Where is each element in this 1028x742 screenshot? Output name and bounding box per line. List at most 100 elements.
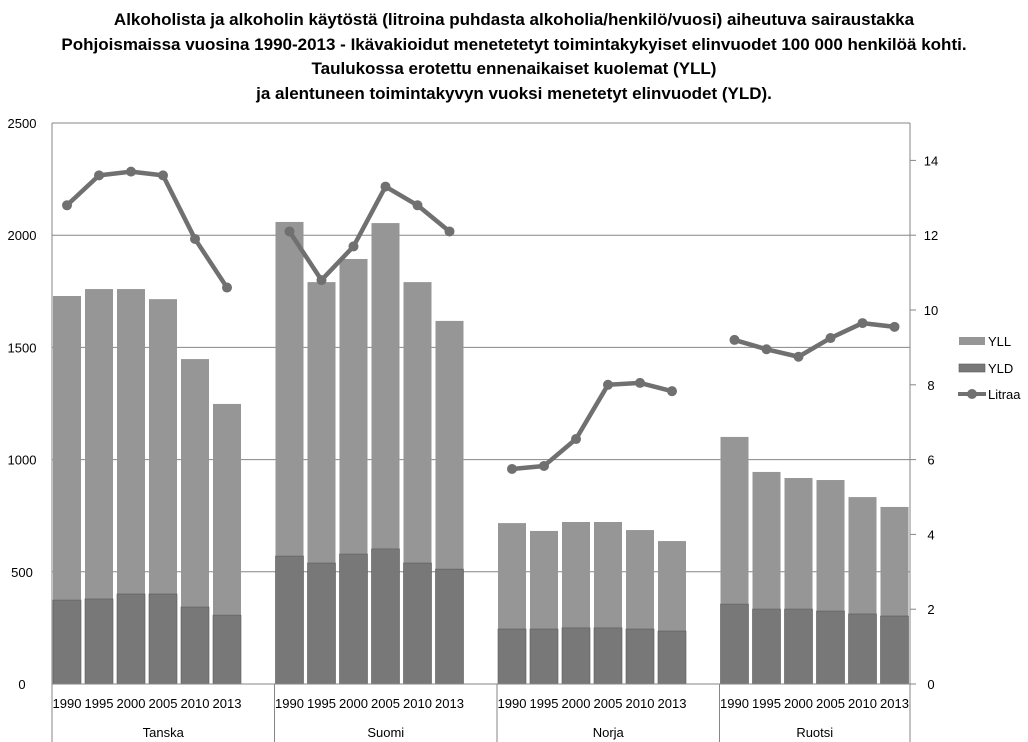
point-litraa xyxy=(539,460,549,471)
bar-yll xyxy=(658,541,686,632)
point-litraa xyxy=(348,241,359,252)
point-litraa xyxy=(380,181,391,192)
point-litraa xyxy=(793,351,804,362)
x-tick-label: 1995 xyxy=(752,696,781,711)
bar-yld xyxy=(561,627,591,685)
x-tick-label: 2005 xyxy=(149,696,178,711)
x-tick-label: 2005 xyxy=(371,696,400,711)
point-litraa xyxy=(761,344,772,355)
y-right-tick-label: 0 xyxy=(927,677,934,692)
bar-yld xyxy=(752,608,781,685)
line-litraa xyxy=(733,320,895,359)
bar-yll xyxy=(594,521,622,628)
group-label: Ruotsi xyxy=(796,725,833,740)
y-right-tick-label: 4 xyxy=(927,527,934,542)
bar-yld xyxy=(84,598,114,685)
x-tick-label: 2013 xyxy=(213,696,242,711)
point-litraa xyxy=(126,166,136,177)
y-left-tick-label: 2000 xyxy=(8,228,37,243)
bar-yll xyxy=(403,282,432,564)
point-litraa xyxy=(222,282,232,293)
point-litraa xyxy=(412,200,423,211)
bar-yld xyxy=(275,555,304,685)
y-left-tick-label: 0 xyxy=(18,677,25,692)
y-left-tick-label: 500 xyxy=(11,565,33,580)
bar-yll xyxy=(784,478,813,610)
point-litraa xyxy=(667,386,677,397)
bar-yll xyxy=(435,320,464,570)
bar-yld xyxy=(403,562,432,685)
bar-yld xyxy=(148,593,178,685)
point-litraa xyxy=(603,379,613,390)
x-tick-label: 2010 xyxy=(181,696,210,711)
bar-yld xyxy=(339,553,368,685)
bar-yld xyxy=(657,630,687,685)
bar-yld xyxy=(435,568,464,685)
bar-yll xyxy=(530,530,558,630)
line-litraa xyxy=(287,184,451,283)
x-tick-label: 1990 xyxy=(53,696,82,711)
line-litraa xyxy=(511,380,673,472)
x-tick-label: 1995 xyxy=(307,696,336,711)
point-litraa xyxy=(94,170,104,181)
bar-yld xyxy=(212,614,242,685)
bar-yll xyxy=(307,282,336,564)
x-tick-label: 2013 xyxy=(658,696,687,711)
group-label: Suomi xyxy=(367,725,404,740)
x-tick-label: 2010 xyxy=(848,696,877,711)
bar-yll xyxy=(752,471,781,610)
x-tick-label: 2000 xyxy=(117,696,146,711)
bar-yld xyxy=(880,615,909,685)
bar-yld xyxy=(784,608,813,685)
bar-yll xyxy=(816,480,845,612)
x-tick-label: 2000 xyxy=(562,696,591,711)
point-litraa xyxy=(571,434,581,445)
x-tick-label: 2013 xyxy=(880,696,909,711)
bar-yll xyxy=(371,223,400,549)
x-tick-label: 1995 xyxy=(530,696,559,711)
y-right-tick-label: 10 xyxy=(924,303,938,318)
legend-marker-litraa xyxy=(967,389,977,399)
group-label: Tanska xyxy=(143,725,185,740)
bar-yll xyxy=(181,359,209,608)
bar-yld xyxy=(180,606,210,685)
x-tick-label: 2010 xyxy=(626,696,655,711)
chart-title: Alkoholista ja alkoholin käytöstä (litro… xyxy=(0,8,1028,106)
point-litraa xyxy=(729,334,740,345)
y-right-tick-label: 14 xyxy=(924,153,938,168)
y-right-tick-label: 8 xyxy=(927,378,934,393)
y-right-tick-label: 2 xyxy=(927,602,934,617)
bar-yld xyxy=(816,610,845,685)
x-tick-label: 1990 xyxy=(720,696,749,711)
point-litraa xyxy=(158,170,168,181)
point-litraa xyxy=(316,275,327,286)
point-litraa xyxy=(507,463,517,474)
bar-yld xyxy=(116,593,146,685)
bar-yll xyxy=(626,530,654,630)
bar-yll xyxy=(339,258,368,555)
legend-swatch-yld xyxy=(958,363,986,373)
x-tick-label: 2000 xyxy=(339,696,368,711)
bar-yll xyxy=(149,299,177,595)
bar-yld xyxy=(848,613,877,685)
bar-yll xyxy=(562,521,590,628)
x-tick-label: 2005 xyxy=(816,696,845,711)
y-left-tick-label: 1500 xyxy=(8,340,37,355)
bar-yll xyxy=(848,497,877,614)
bar-yll xyxy=(213,403,241,616)
y-right-tick-label: 6 xyxy=(927,453,934,468)
bar-yll xyxy=(880,506,909,617)
title-line: Pohjoismaissa vuosina 1990-2013 - Ikävak… xyxy=(61,34,967,54)
y-left-tick-label: 2500 xyxy=(8,116,37,131)
x-tick-label: 1990 xyxy=(275,696,304,711)
legend-label: Litraa xyxy=(988,387,1021,402)
line-litraa xyxy=(65,169,229,289)
legend-swatch-yll xyxy=(959,337,985,345)
bar-yld xyxy=(720,603,749,685)
x-tick-label: 2005 xyxy=(594,696,623,711)
legend-label: YLL xyxy=(988,334,1011,349)
point-litraa xyxy=(190,233,200,244)
bar-yld xyxy=(371,548,400,685)
bar-yld xyxy=(593,627,623,685)
